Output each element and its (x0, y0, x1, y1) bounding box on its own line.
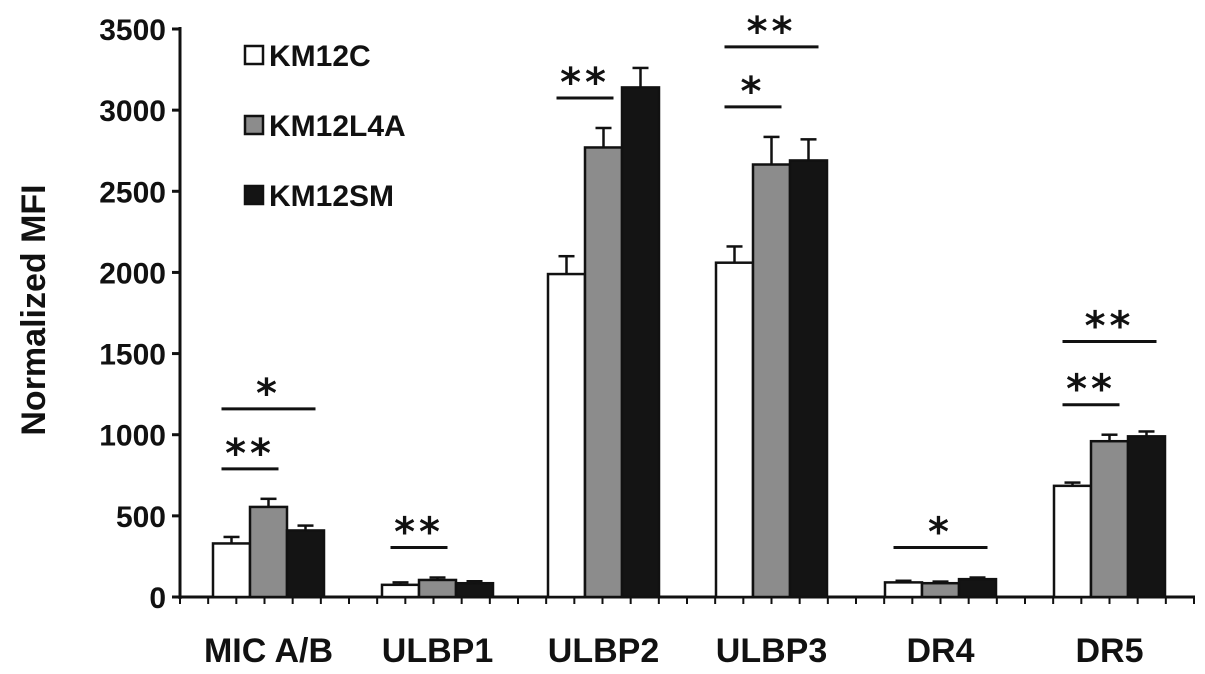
y-tick-label: 3000 (99, 95, 166, 128)
x-category-label: DR5 (1075, 632, 1143, 670)
bar (1089, 439, 1130, 599)
bar (1126, 435, 1167, 599)
x-category-label: ULBP3 (716, 632, 827, 670)
significance-markers: ***************** (221, 9, 1157, 556)
bar (285, 529, 326, 599)
bar (583, 146, 624, 599)
significance-label: ** (560, 60, 610, 106)
legend-swatch (243, 114, 265, 136)
bar (1052, 484, 1093, 599)
y-tick-label: 1500 (99, 339, 166, 372)
y-axis-title: Normalized MFI (15, 184, 53, 435)
bar (788, 159, 829, 599)
significance-label: ** (394, 510, 444, 556)
bar (920, 581, 961, 599)
legend-swatch (243, 184, 265, 206)
y-tick-label: 2500 (99, 176, 166, 209)
significance-label: ** (1066, 367, 1116, 413)
axes: 0 500 1000 1500 2000 2500 3000 3500 (99, 14, 1195, 615)
y-tick-label: 3500 (99, 14, 166, 47)
bars: MIC A/B ULBP1 ULBP2 ULBP3 DR4 DR5 (204, 66, 1167, 670)
legend-label: KM12C (269, 40, 371, 73)
y-tick-label: 2000 (99, 257, 166, 290)
bar (883, 581, 924, 599)
bar (211, 542, 252, 599)
bar (380, 583, 421, 599)
legend-label: KM12SM (269, 180, 394, 213)
y-tick-label: 0 (149, 582, 166, 615)
significance-label: * (741, 69, 766, 115)
x-category-label: DR4 (906, 632, 974, 670)
significance-label: * (928, 510, 953, 556)
legend-label: KM12L4A (269, 110, 406, 143)
legend-swatch (243, 44, 265, 66)
bar (620, 86, 661, 599)
y-tick-label: 500 (116, 501, 166, 534)
bar (751, 163, 792, 599)
legend: KM12C KM12L4A KM12SM (243, 40, 406, 213)
bar (546, 272, 587, 599)
bar (248, 505, 289, 599)
bar (454, 581, 495, 599)
y-tick-label: 1000 (99, 420, 166, 453)
x-category-label: ULBP1 (382, 632, 493, 670)
bar (417, 578, 458, 599)
significance-label: ** (225, 431, 275, 477)
bar (957, 577, 998, 599)
x-category-label: ULBP2 (548, 632, 659, 670)
significance-label: ** (747, 9, 797, 55)
significance-label: ** (1085, 303, 1135, 349)
x-category-label: MIC A/B (204, 632, 333, 670)
bar (714, 261, 755, 599)
significance-label: * (256, 371, 281, 417)
